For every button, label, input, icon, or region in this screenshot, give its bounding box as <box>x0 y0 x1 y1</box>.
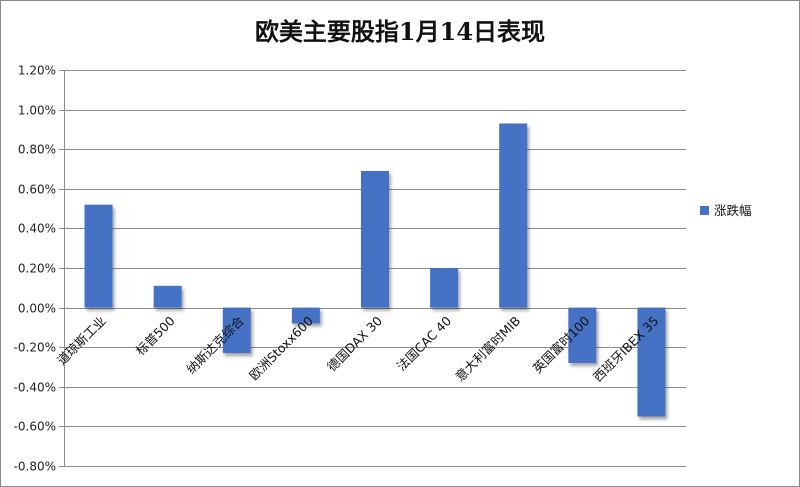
y-tick-label: -0.60% <box>14 420 56 434</box>
bars <box>84 123 666 417</box>
bar-0 <box>84 204 113 308</box>
y-tick-label: 0.00% <box>18 302 56 316</box>
y-tick-label: 0.80% <box>18 143 56 157</box>
axes: -0.80% -0.60% -0.40% -0.20% 0.00% 0.20% 0.40% 0… <box>14 64 65 474</box>
x-tick-label: 法国CAC 40 <box>394 313 455 374</box>
y-tick-label: 0.40% <box>18 222 56 236</box>
x-tick-label: 欧洲Stoxx600 <box>246 313 316 383</box>
y-tick-label: -0.80% <box>14 460 56 474</box>
bar-2 <box>222 307 251 354</box>
bar-3 <box>291 307 320 324</box>
bar-6 <box>499 123 528 308</box>
y-tick-label: 0.60% <box>18 183 56 197</box>
x-tick-label: 道琼斯工业 <box>54 313 109 368</box>
y-tick-label: -0.20% <box>14 341 56 355</box>
bar-8 <box>637 307 666 417</box>
y-tick-label: 0.20% <box>18 262 56 276</box>
legend-label: 涨跌幅 <box>714 203 752 218</box>
x-tick-label: 意大利富时MIB <box>452 313 523 384</box>
bar-4 <box>361 170 389 308</box>
x-tick-label: 标普500 <box>133 313 178 358</box>
bar-1 <box>153 285 182 308</box>
chart-title: 欧美主要股指1月14日表现 <box>254 17 546 46</box>
legend-swatch <box>700 206 709 215</box>
y-tick-label: -0.40% <box>14 381 56 395</box>
x-tick-label: 德国DAX 30 <box>324 313 385 374</box>
y-tick-label: 1.00% <box>18 104 56 118</box>
y-tick-label: 1.20% <box>18 64 56 78</box>
bar-7 <box>568 307 597 364</box>
legend: 涨跌幅 <box>700 203 752 218</box>
bar-5 <box>430 268 459 308</box>
